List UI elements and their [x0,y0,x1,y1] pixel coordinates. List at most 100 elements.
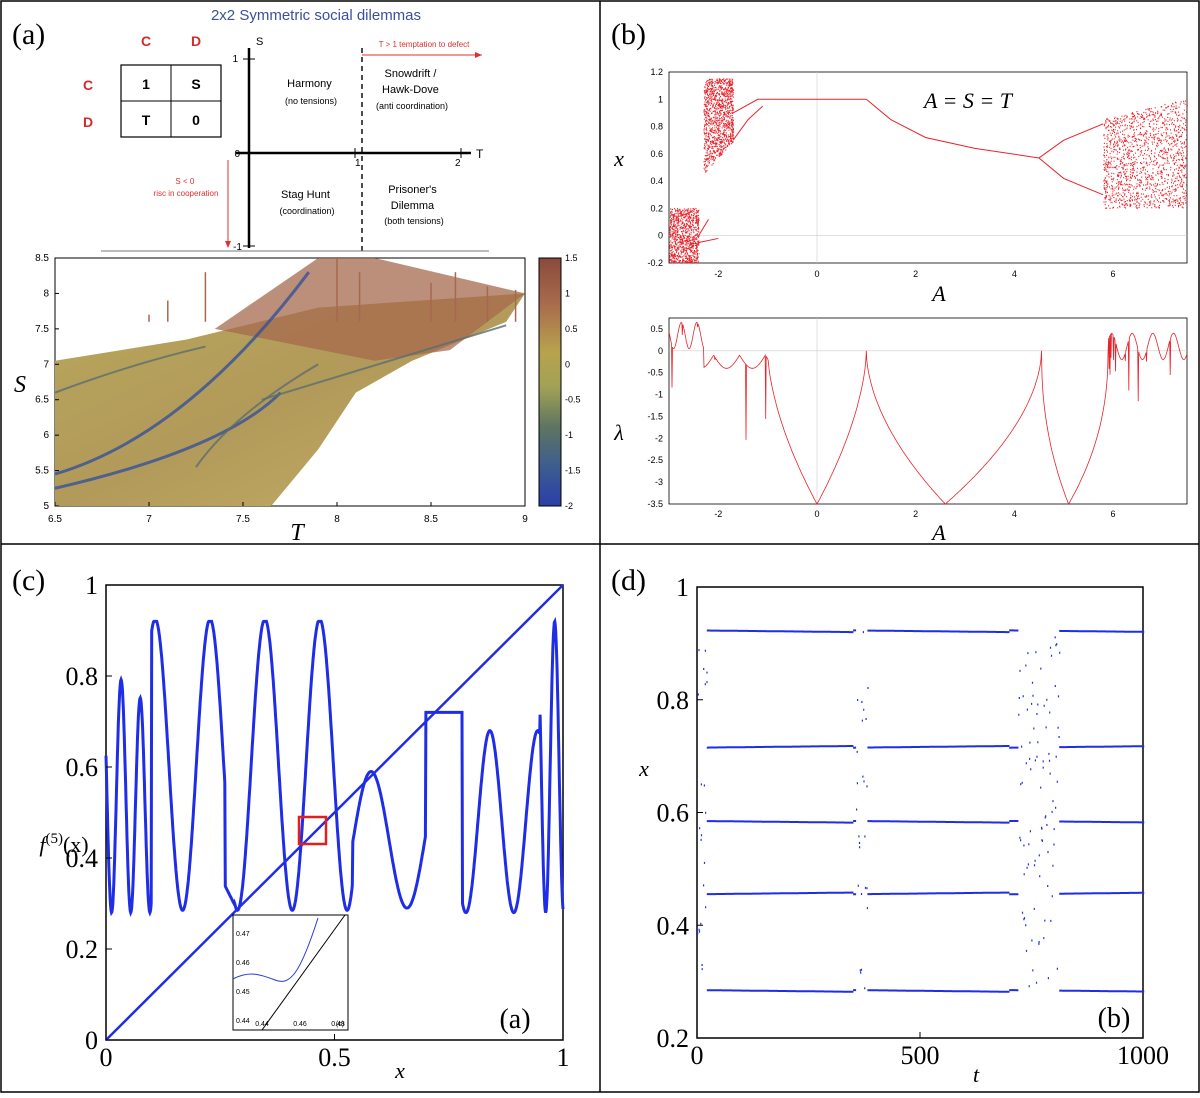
matrix-cell-dd: 0 [192,112,200,128]
colorbar-tick-label: 0 [565,359,570,369]
heatmap-x-tick-label: 9 [522,514,528,525]
colorbar-tick-label: 1 [565,288,570,298]
lyapunov-y-tick-label: 0.5 [650,324,663,334]
timeseries-y-tick-label: 0.8 [657,686,690,715]
heatmap-x-label: T [290,520,305,546]
bifurcation-x-label: A [930,281,946,306]
iterate-x-label: x [394,1058,405,1083]
s-axis-label: S [256,36,263,48]
timeseries-x-label: t [973,1062,980,1087]
bifurcation-y-tick-label: 0.2 [650,203,663,213]
iterate-corner-label: (a) [499,1004,530,1035]
inset-x-tick-label: 0.48 [331,1021,345,1028]
heatmap-band [195,363,319,468]
iterate-y-tick-label: 1 [85,571,98,600]
timeseries-x-tick-label: 500 [901,1041,940,1070]
heatmap-band [55,271,310,476]
lyapunov-y-tick-label: -3.5 [647,499,663,509]
timeseries-y-tick-label: 1 [676,573,689,602]
heatmap-y-tick-label: 8.5 [35,253,49,264]
colorbar [538,257,562,507]
bifurcation-branch [698,219,709,236]
timeseries-y-label: x [638,756,649,781]
bifurcation-x-tick-label: 6 [1110,269,1115,279]
panel-label-c: (c) [12,564,45,597]
iterate-x-tick-label: 0.5 [318,1043,351,1072]
matrix-row-header-c: C [83,77,93,93]
timeseries-y-tick-label: 0.4 [657,911,690,940]
matrix-col-header-d: D [191,33,201,49]
quadrant-stag-hunt: Stag Hunt (coordination) [279,189,334,216]
lyapunov-y-tick-label: -1.5 [647,411,663,421]
colorbar-tick-label: -2 [565,501,573,511]
bifurcation-x-tick-label: 2 [913,269,918,279]
inset-y-tick-label: 0.44 [236,1018,250,1025]
lyapunov-y-tick-label: 0 [658,346,663,356]
lyapunov-y-tick-label: -1 [655,390,663,400]
heatmap-y-tick-label: 7 [43,359,49,370]
colorbar-tick-label: 0.5 [565,324,578,334]
t-tick-2: 2 [455,158,461,169]
bifurcation-y-tick-label: 0 [658,231,663,241]
inset-frame [232,914,349,1031]
timeseries-x-tick-label: 1000 [1117,1041,1169,1070]
lyapunov-y-tick-label: -3 [655,477,663,487]
colorbar-tick-label: -1.5 [565,466,581,476]
bifurcation-x-tick-label: 4 [1012,269,1017,279]
s-tick-minus1: -1 [233,242,242,253]
bifurcation-chaotic-points [669,78,1188,264]
bifurcation-branch [732,105,764,141]
bifurcation-y-tick-label: 0.8 [650,122,663,132]
dilemma-title: 2x2 Symmetric social dilemmas [211,7,421,24]
colorbar-tick-label: -1 [565,430,573,440]
risk-note: S < 0 risc in cooperation [154,177,219,198]
heatmap-content [55,258,525,506]
heatmap-x-tick-label: 7.5 [236,514,250,525]
heatmap-y-tick-label: 8 [43,288,49,299]
timeseries-corner-label: (b) [1098,1003,1131,1034]
t-tick-1: 1 [355,158,361,169]
s-tick-1: 1 [232,54,238,65]
timeseries-frame [696,586,1144,1039]
lyapunov-x-tick-label: 4 [1012,509,1017,519]
lyapunov-curve [668,321,1188,505]
iterate-x-tick-label: 1 [557,1043,570,1072]
quadrant-snowdrift: Snowdrift / Hawk-Dove (anti coordination… [376,68,448,111]
bifurcation-chart: -2 0 2 4 6 1.2 1 0.8 0.6 0.4 0.2 0 -0.2 A = S = T Ax [613,67,1188,306]
quadrant-harmony: Harmony (no tensions) [285,78,337,106]
iterate-y-tick-label: 0.8 [66,662,99,691]
inset-y-tick-label: 0.47 [236,931,250,938]
inset-y-tick-label: 0.46 [236,960,250,967]
quadrant-prisoners-dilemma: Prisoner's Dilemma (both tensions) [384,184,444,226]
heatmap-x-tick-label: 6.5 [48,514,62,525]
heatmap-band [261,324,507,401]
timeseries-y-tick-label: 0.6 [657,799,690,828]
iterate-y-tick-label: 0.4 [66,844,99,873]
lyapunov-x-tick-label: 2 [913,509,918,519]
timeseries-x-tick-label: 0 [691,1041,704,1070]
lyapunov-x-tick-label: 0 [814,509,819,519]
bifurcation-branch [698,237,719,244]
temptation-note: T > 1 temptation to defect [379,40,471,49]
inset-curve [232,917,319,982]
heatmap-band [55,345,206,394]
matrix-row-header-d: D [83,114,93,130]
bifurcation-frame [668,71,1188,264]
inset-x-tick-label: 0.46 [293,1021,307,1028]
bifurcation-x-tick-label: 0 [814,269,819,279]
colorbar-tick-label: 1.5 [565,253,578,263]
lyapunov-x-label: A [930,520,946,545]
t-axis-label: T [476,147,484,161]
lyapunov-y-label: λ [613,420,624,445]
bifurcation-branch [1038,157,1104,196]
heatmap-x-tick-label: 8 [334,514,340,525]
bifurcation-y-tick-label: 1 [658,94,663,104]
bifurcation-x-tick-label: -2 [714,269,722,279]
time-series-chart: 0 500 1000 0.2 0.4 0.6 0.8 1 t x (b) [638,573,1169,1087]
fifth-iterate-curve [104,616,565,917]
iterate-x-tick-label: 0 [100,1043,113,1072]
lyapunov-chart: -2 0 2 4 6 0.5 0 -0.5 -1 -1.5 -2 -2.5 -3 -3.5 Aλ [613,317,1188,545]
lyapunov-x-tick-label: 6 [1110,509,1115,519]
